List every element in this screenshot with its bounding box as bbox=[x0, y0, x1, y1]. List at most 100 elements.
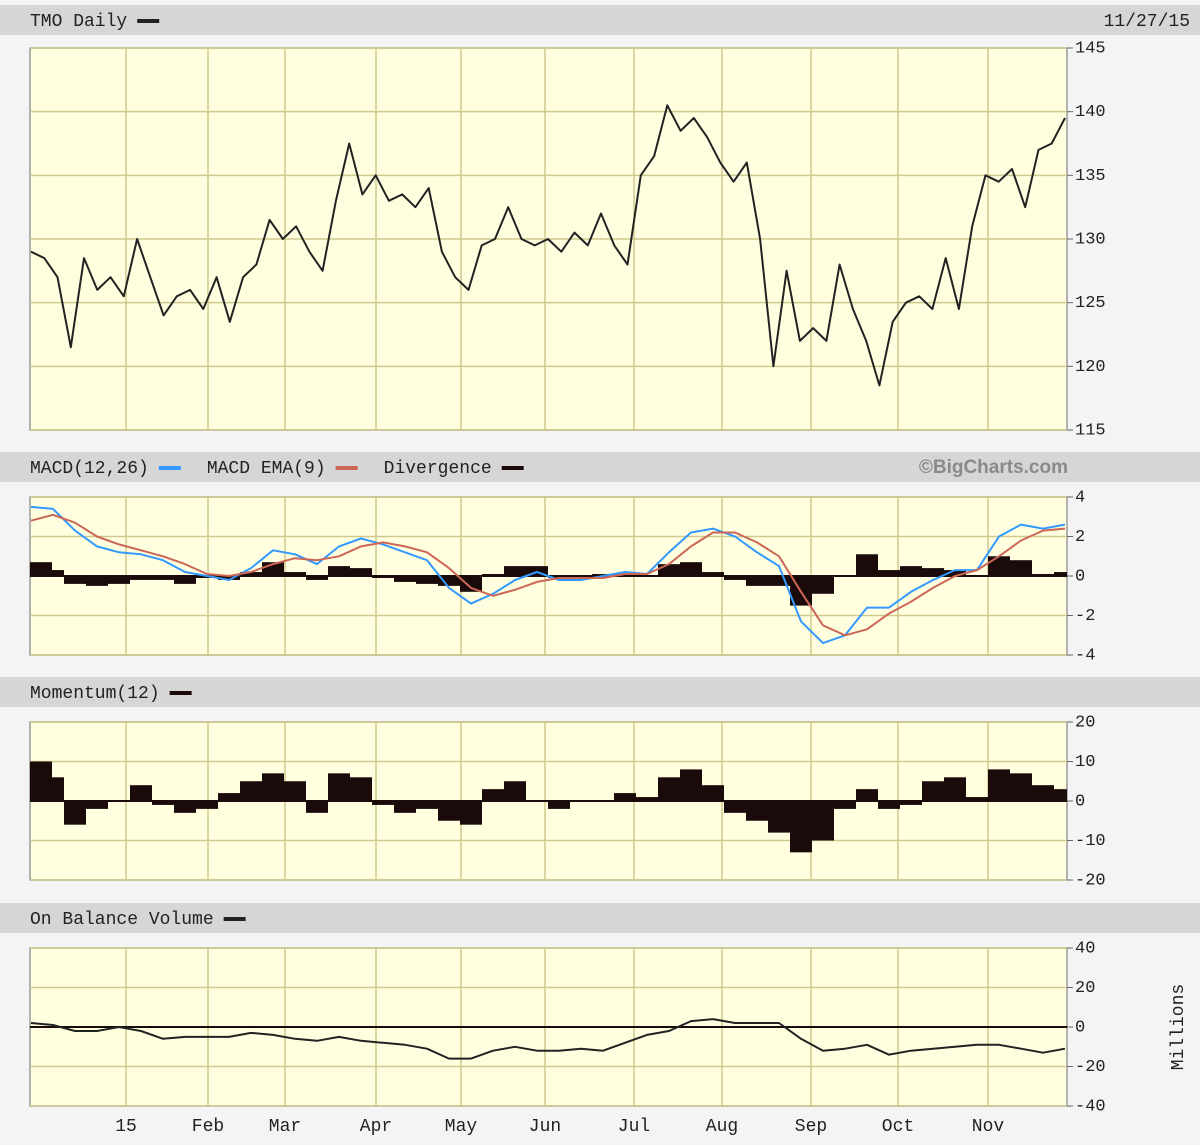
histogram-bar bbox=[350, 568, 372, 576]
histogram-bar bbox=[768, 576, 790, 586]
histogram-bar bbox=[900, 566, 922, 576]
histogram-bar bbox=[372, 801, 394, 805]
histogram-bar bbox=[130, 576, 152, 580]
histogram-bar bbox=[416, 801, 438, 809]
histogram-bar bbox=[570, 801, 592, 802]
histogram-bar bbox=[504, 781, 526, 801]
histogram-bar bbox=[702, 785, 724, 801]
histogram-bar bbox=[482, 789, 504, 801]
y-tick-label: 0 bbox=[1075, 792, 1085, 811]
histogram-bar bbox=[130, 785, 152, 801]
histogram-bar bbox=[856, 554, 878, 576]
histogram-bar bbox=[592, 801, 614, 802]
legend-label: MACD(12,26) bbox=[30, 459, 149, 479]
histogram-bar bbox=[526, 801, 548, 802]
y-tick-label: 125 bbox=[1075, 294, 1106, 313]
series-line bbox=[30, 505, 1066, 645]
histogram-bar bbox=[240, 781, 262, 801]
panel-header bbox=[0, 677, 1200, 707]
histogram-bar bbox=[284, 781, 306, 801]
histogram-bar bbox=[306, 576, 328, 580]
panel-header bbox=[0, 452, 1200, 482]
y-tick-label: -10 bbox=[1075, 832, 1106, 851]
histogram-bar bbox=[328, 566, 350, 576]
x-tick-label: Mar bbox=[269, 1117, 301, 1137]
histogram-bar bbox=[416, 576, 438, 584]
histogram-bar bbox=[680, 769, 702, 801]
histogram-bar bbox=[394, 801, 416, 813]
histogram-bar bbox=[240, 572, 262, 576]
histogram-bar bbox=[218, 576, 240, 580]
histogram-bar bbox=[1054, 572, 1067, 576]
histogram-bar bbox=[900, 801, 922, 805]
y-tick-label: 10 bbox=[1075, 753, 1095, 772]
y-tick-label: 130 bbox=[1075, 230, 1106, 249]
series-line bbox=[30, 104, 1066, 387]
x-tick-label: Jul bbox=[618, 1117, 650, 1137]
x-tick-label: Apr bbox=[360, 1117, 392, 1137]
histogram-bar bbox=[152, 576, 174, 580]
histogram-bar bbox=[636, 576, 658, 577]
histogram-bar bbox=[878, 801, 900, 809]
histogram-bar bbox=[680, 562, 702, 576]
y-tick-label: 145 bbox=[1075, 39, 1106, 58]
histogram-bar bbox=[878, 570, 900, 576]
histogram-bar bbox=[724, 576, 746, 580]
histogram-bar bbox=[1032, 785, 1054, 801]
y-tick-label: 120 bbox=[1075, 358, 1106, 377]
histogram-bar bbox=[768, 801, 790, 833]
date-label: 11/27/15 bbox=[1104, 12, 1190, 32]
histogram-bar bbox=[1032, 574, 1054, 576]
panel-header bbox=[0, 5, 1200, 35]
histogram-bar bbox=[658, 777, 680, 801]
y-tick-label: -40 bbox=[1075, 1097, 1106, 1116]
y-tick-label: -20 bbox=[1075, 871, 1106, 890]
histogram-bar bbox=[174, 576, 196, 584]
histogram-bar bbox=[438, 801, 460, 821]
histogram-bar bbox=[108, 801, 130, 802]
y-tick-label: 40 bbox=[1075, 939, 1095, 958]
y-tick-label: -4 bbox=[1075, 646, 1095, 665]
histogram-bar bbox=[218, 793, 240, 801]
histogram-bar bbox=[174, 801, 196, 813]
histogram-bar bbox=[834, 576, 856, 577]
panel-header bbox=[0, 903, 1200, 933]
histogram-bar bbox=[658, 564, 680, 576]
y-tick-label: -2 bbox=[1075, 607, 1095, 626]
histogram-bar bbox=[922, 568, 944, 576]
legend-label: On Balance Volume bbox=[30, 910, 214, 930]
histogram-bar bbox=[1010, 560, 1032, 576]
x-tick-label: May bbox=[445, 1117, 478, 1137]
y-tick-label: 0 bbox=[1075, 1018, 1085, 1037]
histogram-bar bbox=[746, 576, 768, 586]
histogram-bar bbox=[790, 801, 812, 853]
series-line bbox=[30, 1018, 1066, 1060]
y-tick-label: 20 bbox=[1075, 979, 1095, 998]
histogram-bar bbox=[944, 570, 966, 576]
histogram-bar bbox=[856, 789, 878, 801]
histogram-bar bbox=[394, 576, 416, 582]
histogram-bar bbox=[636, 797, 658, 801]
series-line bbox=[30, 513, 1066, 637]
histogram-bar bbox=[460, 801, 482, 825]
histogram-bar bbox=[922, 781, 944, 801]
histogram-bar bbox=[834, 801, 856, 809]
histogram-bar bbox=[196, 801, 218, 809]
y-tick-label: 115 bbox=[1075, 421, 1106, 440]
x-tick-label: Nov bbox=[972, 1117, 1005, 1137]
histogram-bar bbox=[372, 576, 394, 578]
histogram-bar bbox=[988, 769, 1010, 801]
legend-label: Momentum(12) bbox=[30, 684, 160, 704]
credit: ©BigCharts.com bbox=[919, 457, 1068, 478]
y-tick-label: 140 bbox=[1075, 103, 1106, 122]
histogram-bar bbox=[64, 576, 86, 584]
histogram-bar bbox=[438, 576, 460, 586]
histogram-bar bbox=[988, 556, 1010, 576]
histogram-bar bbox=[548, 801, 570, 809]
x-tick-label: Feb bbox=[192, 1117, 224, 1137]
histogram-bar bbox=[350, 777, 372, 801]
histogram-bar bbox=[482, 574, 504, 576]
y-tick-label: 135 bbox=[1075, 167, 1106, 186]
legend-label: MACD EMA(9) bbox=[207, 459, 326, 479]
